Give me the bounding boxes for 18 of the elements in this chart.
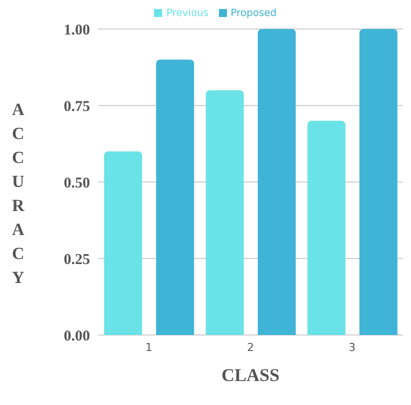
x-tick-label: 2 [247,340,254,354]
y-tick-label: 0.75 [64,98,90,115]
bar [206,90,244,335]
y-axis-title: ACCURACY [12,99,24,289]
x-axis-title: CLASS [220,365,281,386]
legend-label: Previous [166,8,209,19]
y-tick-label: 0.00 [64,328,90,344]
bar [307,120,346,335]
x-tick-label: 1 [145,340,152,354]
y-tick-label: 0.25 [64,252,90,268]
legend-label: Proposed [230,8,277,19]
bar [156,60,194,335]
bar [258,29,296,335]
y-tick-label: 0.50 [64,175,90,192]
x-tick-label: 3 [348,340,356,354]
bar [359,29,398,335]
bar [104,151,142,335]
y-tick-label: 1.00 [64,22,90,38]
